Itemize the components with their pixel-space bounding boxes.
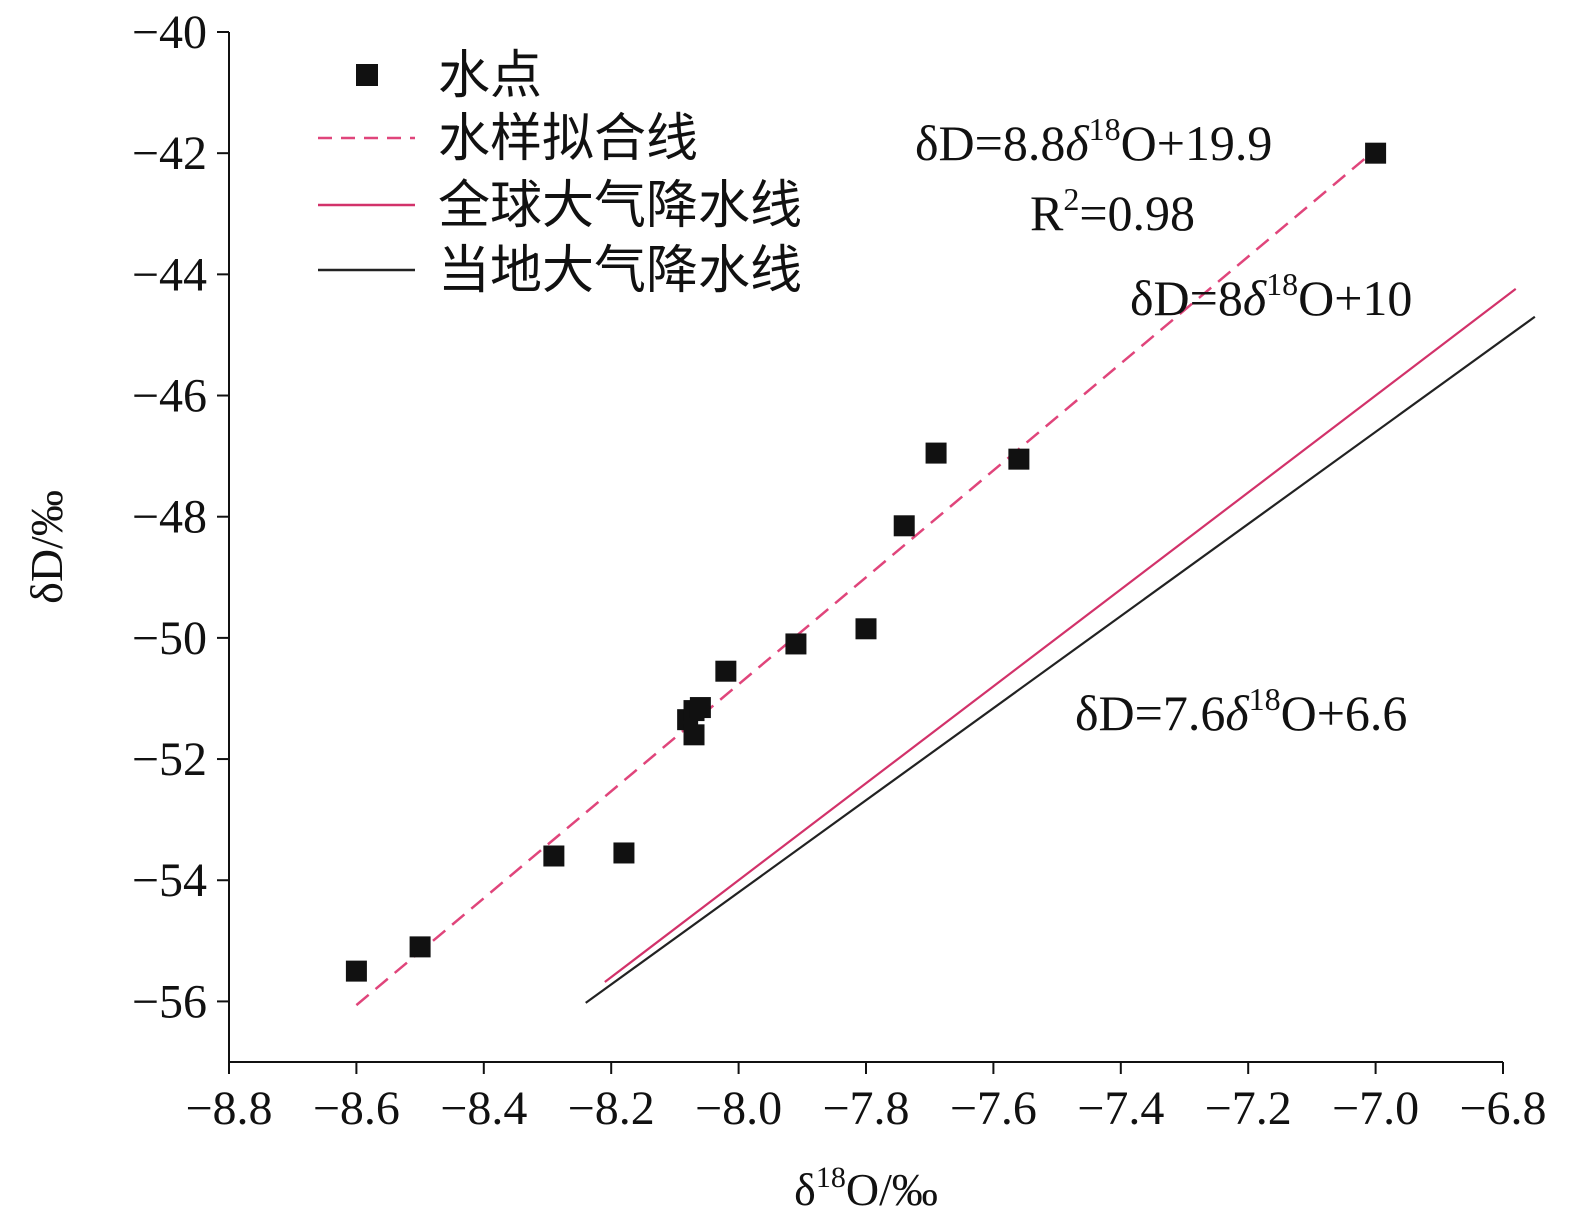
equation-part: δ	[1243, 270, 1267, 326]
equation-part: δ	[1065, 115, 1089, 171]
equation-part: =0.98	[1079, 185, 1195, 241]
y-axis-ticks: −40 −42 −44 −46 −48 −50 −52 −54 −56	[132, 6, 229, 1028]
equation-part: δD=8	[1130, 270, 1243, 326]
legend-item-lmwl: 当地大气降水线	[318, 241, 802, 301]
data-points	[345, 142, 1387, 982]
data-point	[925, 442, 947, 464]
data-point	[893, 515, 915, 537]
equation-part: O+6.6	[1281, 685, 1408, 741]
x-tick-label: −7.4	[1077, 1082, 1164, 1135]
data-point	[613, 842, 635, 864]
equation-part: δD=8.8	[915, 115, 1065, 171]
equation-label: δD=8.8δ18O+19.9	[915, 111, 1272, 171]
legend-label: 当地大气降水线	[438, 241, 802, 301]
gmwl-line	[604, 288, 1517, 983]
x-tick-label: −8.8	[185, 1082, 272, 1135]
legend-label: 水点	[438, 46, 542, 106]
data-point	[1008, 448, 1030, 470]
x-tick-label: −7.2	[1205, 1082, 1292, 1135]
x-tick-label: −7.0	[1332, 1082, 1419, 1135]
y-tick-label: −44	[132, 248, 207, 301]
y-tick-label: −56	[132, 975, 207, 1028]
y-axis-title: δD/‰	[21, 490, 72, 604]
data-point	[345, 960, 367, 982]
x-tick-label: −8.0	[695, 1082, 782, 1135]
data-point	[689, 697, 711, 719]
x-axis-title-tail: O/‰	[846, 1164, 938, 1215]
data-point	[855, 618, 877, 640]
x-tick-label: −7.6	[950, 1082, 1037, 1135]
equation-part: R	[1030, 185, 1064, 241]
data-point	[409, 936, 431, 958]
x-axis-title-sup: 18	[816, 1161, 846, 1194]
y-tick-label: −54	[132, 854, 207, 907]
y-tick-label: −42	[132, 127, 207, 180]
equation-annotations: δD=8.8δ18O+19.9R2=0.98δD=8δ18O+10δD=7.6δ…	[915, 111, 1412, 741]
equation-part: 18	[1249, 681, 1281, 717]
equation-part: δD=7.6	[1075, 685, 1225, 741]
y-tick-label: −52	[132, 733, 207, 786]
equation-part: O+19.9	[1121, 115, 1273, 171]
legend-item-points: 水点	[356, 46, 542, 106]
x-axis-ticks: −8.8 −8.6 −8.4 −8.2 −8.0 −7.8 −7.6 −7.4 −7.2 −7.0…	[185, 1062, 1547, 1135]
legend-item-gmwl: 全球大气降水线	[318, 176, 802, 236]
x-axis-title: δ18O/‰	[794, 1161, 938, 1215]
x-tick-label: −6.8	[1459, 1082, 1546, 1135]
equation-part: 2	[1063, 181, 1079, 217]
data-point	[543, 845, 565, 867]
legend-item-fit: 水样拟合线	[318, 109, 698, 169]
x-axis-title-base: δ	[794, 1164, 816, 1215]
x-tick-label: −7.8	[822, 1082, 909, 1135]
equation-part: O+10	[1298, 270, 1412, 326]
axes	[228, 32, 1503, 1063]
equation-label: δD=7.6δ18O+6.6	[1075, 681, 1407, 741]
data-point	[785, 633, 807, 655]
y-tick-label: −40	[132, 6, 207, 59]
x-tick-label: −8.6	[313, 1082, 400, 1135]
equation-part: δ	[1225, 685, 1249, 741]
data-point	[715, 660, 737, 682]
legend-label: 全球大气降水线	[438, 176, 802, 236]
legend-label: 水样拟合线	[438, 109, 698, 169]
equation-label: δD=8δ18O+10	[1130, 266, 1412, 326]
y-tick-label: −48	[132, 491, 207, 544]
legend-marker	[356, 64, 378, 86]
x-tick-label: −8.2	[568, 1082, 655, 1135]
data-point	[1365, 142, 1387, 164]
x-tick-label: −8.4	[440, 1082, 527, 1135]
y-tick-label: −46	[132, 370, 207, 423]
equation-part: 18	[1089, 111, 1121, 147]
lmwl-line	[585, 315, 1536, 1004]
equation-part: 18	[1266, 266, 1298, 302]
data-point	[683, 724, 705, 746]
fit-line	[355, 148, 1377, 1007]
y-tick-label: −50	[132, 612, 207, 665]
regression-lines	[355, 148, 1536, 1007]
equation-label: R2=0.98	[1030, 181, 1195, 241]
